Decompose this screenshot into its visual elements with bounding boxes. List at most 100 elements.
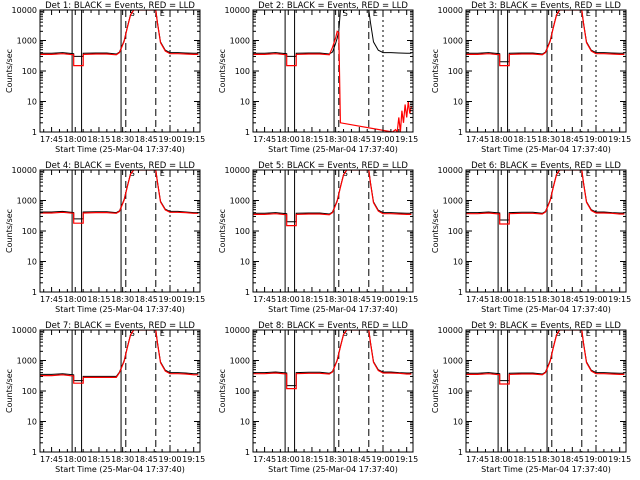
- y-axis-label: Counts/sec: [218, 369, 227, 413]
- y-tick-label: 10: [453, 98, 463, 107]
- y-tick-label: 1000: [443, 37, 463, 46]
- x-tick-label: 18:45: [135, 455, 158, 464]
- x-tick-label: 19:00: [158, 295, 181, 304]
- x-tick-label: 18:45: [561, 295, 584, 304]
- x-axis-label: Start Time (25-Mar-04 17:37:40): [268, 145, 398, 154]
- x-tick-label: 18:15: [300, 295, 323, 304]
- annotation-s: S: [343, 9, 348, 18]
- y-tick-label: 100: [235, 67, 250, 76]
- chart-title: Det 3: BLACK = Events, RED = LLD: [471, 1, 621, 11]
- x-tick-label: 18:30: [324, 135, 347, 144]
- y-tick-label: 10000: [225, 326, 250, 335]
- annotation-e: E: [160, 329, 165, 338]
- series-line-black: [253, 10, 412, 57]
- x-axis-label: Start Time (25-Mar-04 17:37:40): [55, 465, 185, 474]
- annotation-s: S: [556, 329, 561, 338]
- y-tick-label: 1: [32, 128, 37, 137]
- x-tick-label: 18:45: [561, 455, 584, 464]
- y-tick-label: 10: [27, 418, 37, 427]
- x-tick-label: 17:45: [253, 135, 276, 144]
- y-tick-label: 10: [240, 98, 250, 107]
- plot-frame: [39, 169, 201, 293]
- x-tick-label: 18:30: [537, 295, 560, 304]
- annotation-e: E: [373, 169, 378, 178]
- y-tick-label: 1000: [17, 197, 37, 206]
- y-tick-label: 1: [245, 288, 250, 297]
- x-tick-label: 18:45: [348, 455, 371, 464]
- series-line-red: [466, 170, 625, 225]
- x-axis-label: Start Time (25-Mar-04 17:37:40): [55, 305, 185, 314]
- x-tick-label: 18:15: [87, 455, 110, 464]
- y-tick-label: 10000: [225, 6, 250, 15]
- x-tick-label: 18:30: [111, 295, 134, 304]
- x-tick-label: 18:45: [135, 295, 158, 304]
- x-tick-label: 18:45: [348, 295, 371, 304]
- y-tick-label: 1000: [443, 197, 463, 206]
- series-line-red: [253, 330, 412, 390]
- x-tick-label: 17:45: [253, 295, 276, 304]
- series-line-red: [466, 10, 625, 67]
- x-tick-label: 19:15: [608, 135, 631, 144]
- series-line-red: [253, 30, 412, 132]
- x-tick-label: 18:45: [348, 135, 371, 144]
- y-tick-label: 10: [240, 418, 250, 427]
- annotation-e: E: [160, 169, 165, 178]
- y-tick-label: 100: [448, 67, 463, 76]
- y-axis-label: Counts/sec: [431, 209, 440, 253]
- annotation-s: S: [343, 329, 348, 338]
- series-line-black: [40, 10, 199, 57]
- chart-title: Det 8: BLACK = Events, RED = LLD: [258, 321, 408, 331]
- y-tick-label: 1: [32, 288, 37, 297]
- x-tick-label: 19:00: [371, 455, 394, 464]
- y-tick-label: 100: [22, 387, 37, 396]
- y-axis-label: Counts/sec: [218, 209, 227, 253]
- x-tick-label: 19:15: [608, 455, 631, 464]
- annotation-e: E: [373, 329, 378, 338]
- x-tick-label: 19:15: [608, 295, 631, 304]
- x-tick-label: 18:30: [537, 455, 560, 464]
- x-axis-label: Start Time (25-Mar-04 17:37:40): [268, 305, 398, 314]
- x-tick-label: 18:00: [490, 295, 513, 304]
- y-tick-label: 10000: [12, 166, 37, 175]
- y-tick-label: 10000: [438, 6, 463, 15]
- annotation-e: E: [160, 9, 165, 18]
- plot-frame: [252, 9, 414, 133]
- annotation-s: S: [130, 9, 135, 18]
- y-tick-label: 100: [235, 387, 250, 396]
- x-tick-label: 19:00: [584, 295, 607, 304]
- x-axis-label: Start Time (25-Mar-04 17:37:40): [481, 145, 611, 154]
- y-tick-label: 1000: [230, 197, 250, 206]
- series-line-black: [253, 330, 412, 387]
- x-tick-label: 17:45: [40, 295, 63, 304]
- y-axis-label: Counts/sec: [431, 49, 440, 93]
- x-tick-label: 19:15: [395, 295, 418, 304]
- annotation-s: S: [130, 329, 135, 338]
- x-tick-label: 19:15: [395, 455, 418, 464]
- x-axis-label: Start Time (25-Mar-04 17:37:40): [55, 145, 185, 154]
- y-tick-label: 100: [448, 387, 463, 396]
- annotation-s: S: [343, 169, 348, 178]
- y-axis-label: Counts/sec: [5, 49, 14, 93]
- x-tick-label: 18:15: [513, 135, 536, 144]
- y-tick-label: 100: [22, 67, 37, 76]
- chart-title: Det 4: BLACK = Events, RED = LLD: [45, 161, 195, 171]
- x-tick-label: 17:45: [40, 135, 63, 144]
- annotation-e: E: [586, 169, 591, 178]
- x-tick-label: 18:15: [300, 455, 323, 464]
- series-line-red: [466, 330, 625, 385]
- y-tick-label: 10: [453, 258, 463, 267]
- x-tick-label: 18:15: [87, 135, 110, 144]
- x-tick-label: 19:00: [371, 135, 394, 144]
- y-tick-label: 100: [448, 227, 463, 236]
- y-tick-label: 10: [240, 258, 250, 267]
- x-tick-label: 18:00: [64, 295, 87, 304]
- x-tick-label: 18:30: [111, 135, 134, 144]
- chart-title: Det 1: BLACK = Events, RED = LLD: [45, 1, 195, 11]
- x-tick-label: 17:45: [253, 455, 276, 464]
- x-tick-label: 18:15: [300, 135, 323, 144]
